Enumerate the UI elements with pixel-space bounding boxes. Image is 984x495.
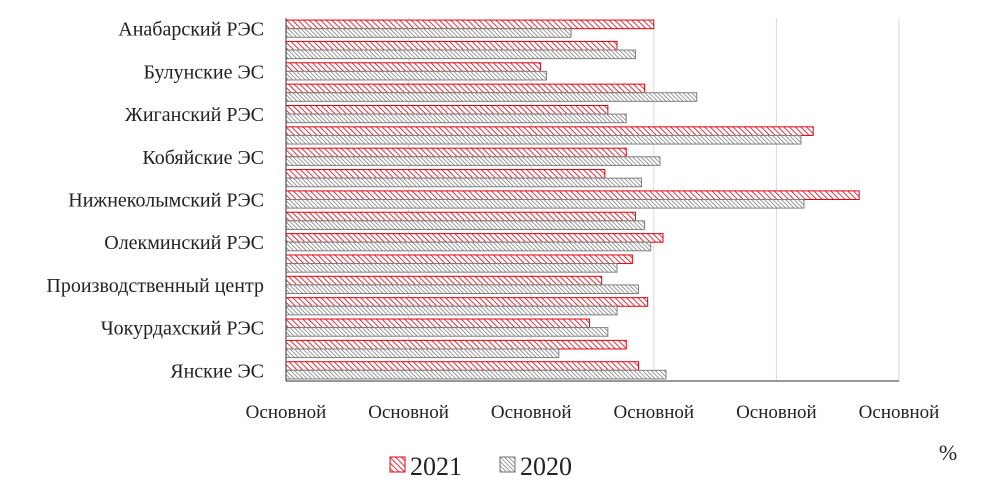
x-tick-labels: Основной Основной Основной Основной Основной… [246,402,940,423]
bar-2021-9 [285,211,636,222]
unit-label: % [939,440,957,465]
x-tick-label: Основной [368,402,449,423]
bar-2020-3 [285,92,698,102]
category-label: Олекминский РЭС [104,232,264,254]
legend-label-2021: 2021 [410,452,462,481]
bar-2020-12 [285,284,639,295]
bar-2020-15 [285,348,560,359]
bar-2021-0 [285,19,655,30]
bar-2020-0 [285,28,572,38]
bar-2020-4 [285,113,627,124]
category-label: Анабарский РЭС [118,19,264,41]
category-label: Чокурдахский РЭС [101,318,264,340]
x-tick-label: Основной [859,402,940,423]
bar-2021-14 [285,318,590,329]
bar-2020-11 [285,263,618,273]
bar-2020-5 [285,134,802,145]
axes [285,18,899,382]
legend-label-2020: 2020 [520,452,572,481]
legend-swatch-2020 [499,456,516,473]
bar-2021-5 [285,126,814,136]
bar-2021-16 [285,361,639,371]
bar-2021-8 [285,190,860,200]
category-label: Янские ЭС [170,360,264,382]
bar-2020-6 [285,156,661,166]
bar-2021-4 [285,104,609,115]
category-label: Нижнеколымский РЭС [68,190,264,212]
category-label: Кобяйские ЭС [142,147,264,169]
bar-2020-13 [285,305,618,316]
bar-2020-9 [285,220,646,230]
bar-2021-15 [285,339,627,350]
x-tick-label: Основной [246,402,327,423]
x-tick-label: Основной [736,402,817,423]
legend-item-2020: 2020 [499,452,572,481]
legend-swatch-2021 [389,456,406,473]
bar-2021-7 [285,169,606,179]
bar-2020-8 [285,199,805,209]
x-tick-label: Основной [491,402,572,423]
category-label: Булунские ЭС [143,61,264,83]
legend: 2021 2020 [389,452,572,481]
bar-2021-3 [285,83,646,94]
bar-2021-10 [285,233,664,243]
bar-2020-7 [285,177,643,188]
bar-2020-10 [285,241,652,252]
category-label: Производственный центр [46,275,264,297]
bar-2021-12 [285,275,603,286]
bar-2020-14 [285,327,609,337]
bar-2021-13 [285,297,649,307]
bar-2020-1 [285,49,636,60]
bar-2020-2 [285,70,548,81]
category-label: Жиганский РЭС [125,104,264,126]
bar-2021-11 [285,254,633,265]
legend-item-2021: 2021 [389,452,462,481]
bar-2021-2 [285,62,541,72]
bar-2020-16 [285,369,667,380]
bar-2021-6 [285,147,627,158]
bar-2021-1 [285,40,618,51]
bars [285,19,860,380]
x-tick-label: Основной [613,402,694,423]
category-labels: Анабарский РЭС Булунские ЭС Жиганский РЭС К… [46,19,264,383]
